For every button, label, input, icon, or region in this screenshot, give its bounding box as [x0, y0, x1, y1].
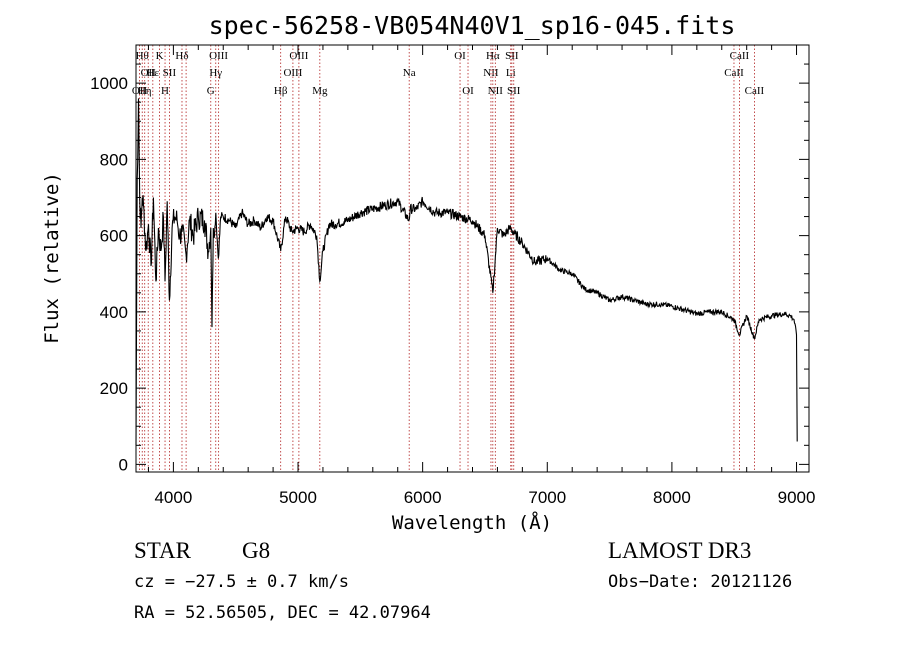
- y-tick-label: 200: [100, 379, 128, 398]
- line-label-19: OI: [462, 85, 474, 97]
- line-label-26: CaII: [724, 67, 744, 79]
- y-tick-label: 600: [100, 227, 128, 246]
- subclass-text: G8: [242, 538, 271, 563]
- spectral-line-markers: OIIHθHηOIIHεKHSIIHδGHγOIIIHβOIIIOIIIMgNa…: [132, 45, 765, 472]
- obs-date-text: Obs−Date: 20121126: [608, 572, 793, 592]
- line-label-5: K: [156, 50, 164, 62]
- y-tick-label: 1000: [90, 74, 128, 93]
- object-class: STAR: [134, 538, 191, 564]
- spectrum-line: [135, 98, 798, 446]
- line-label-17: Na: [403, 67, 416, 79]
- line-label-20: NII: [483, 67, 499, 79]
- line-label-6: H: [161, 85, 169, 97]
- line-label-13: Hβ: [274, 85, 288, 97]
- line-label-1: Hθ: [136, 50, 149, 62]
- line-label-27: CaII: [730, 50, 750, 62]
- line-label-18: OI: [454, 50, 466, 62]
- x-axis-label: Wavelength (Å): [392, 511, 552, 534]
- coordinates-text: RA = 52.56505, DEC = 42.07964: [134, 603, 431, 623]
- x-tick-label: 6000: [404, 488, 442, 507]
- y-tick-label: 400: [100, 303, 128, 322]
- line-label-3: OII: [141, 67, 157, 79]
- line-label-2: Hη: [138, 85, 152, 97]
- line-label-22: NII: [488, 85, 504, 97]
- object-class-text: STAR: [134, 538, 191, 563]
- line-label-14: OIII: [283, 67, 302, 79]
- subclass: G8: [242, 538, 270, 564]
- line-label-24: SII: [505, 50, 519, 62]
- chart-title: spec-56258-VB054N40V1_sp16-045.fits: [209, 11, 736, 40]
- obs-date: Obs−Date: 20121126: [608, 572, 792, 592]
- line-label-23: Li: [506, 67, 516, 79]
- line-label-28: CaII: [745, 85, 765, 97]
- line-label-21: Hα: [486, 50, 500, 62]
- line-label-10: G: [207, 85, 215, 97]
- plot-frame: [135, 44, 810, 473]
- line-label-16: Mg: [312, 85, 328, 97]
- survey-name-text: LAMOST DR3: [608, 538, 752, 563]
- line-label-12: OIII: [209, 50, 228, 62]
- survey-name: LAMOST DR3: [608, 538, 751, 564]
- x-tick-label: 8000: [653, 488, 691, 507]
- tick-labels: 4000 5000 6000 7000 8000 9000 0 200 400 600 800 100…: [90, 74, 815, 507]
- y-tick-label: 0: [119, 455, 128, 474]
- x-tick-label: 5000: [279, 488, 317, 507]
- line-label-8: Hδ: [175, 50, 188, 62]
- y-axis-label: Flux (relative): [41, 172, 63, 344]
- redshift-info: cz = −27.5 ± 0.7 km/s: [134, 572, 349, 592]
- line-label-15: OIII: [289, 50, 308, 62]
- x-tick-label: 9000: [778, 488, 816, 507]
- line-label-25: SII: [507, 85, 521, 97]
- y-tick-label: 800: [100, 150, 128, 169]
- line-label-7: SII: [163, 67, 177, 79]
- x-tick-label: 4000: [154, 488, 192, 507]
- line-label-11: Hγ: [209, 67, 222, 79]
- redshift-text: cz = −27.5 ± 0.7 km/s: [134, 572, 349, 592]
- line-label-4: Hε: [147, 67, 160, 79]
- axis-ticks: [136, 44, 809, 472]
- x-tick-label: 7000: [528, 488, 566, 507]
- coordinates: RA = 52.56505, DEC = 42.07964: [134, 603, 431, 623]
